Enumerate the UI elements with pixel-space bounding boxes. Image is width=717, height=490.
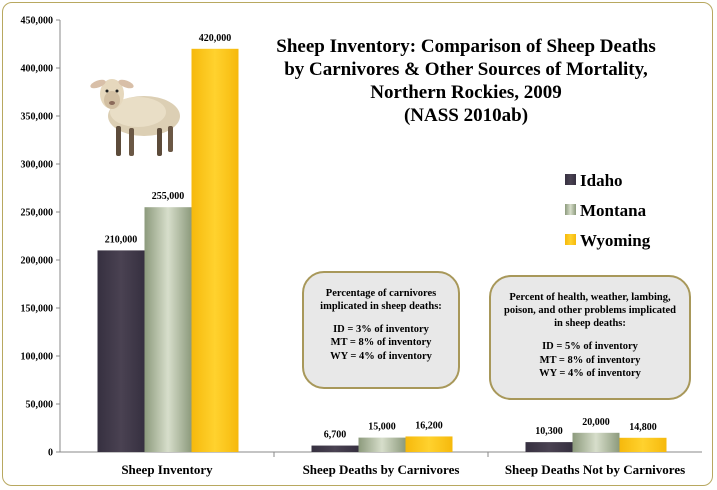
- bar-idaho: [525, 442, 573, 452]
- bar-montana: [144, 207, 192, 452]
- other-causes-note-line-wy: WY = 4% of inventory: [539, 367, 641, 379]
- x-tick-label: Sheep Deaths Not by Carnivores: [505, 462, 685, 477]
- legend-item-montana: Montana: [565, 201, 647, 220]
- y-tick-label: 100,000: [21, 352, 54, 363]
- data-label: 6,700: [324, 430, 347, 441]
- legend-swatch-montana: [565, 204, 576, 215]
- carnivores-note-box: Percentage of carnivores implicated in s…: [302, 271, 460, 389]
- bar-idaho: [311, 445, 359, 452]
- carnivores-note-title: Percentage of carnivores implicated in s…: [320, 288, 442, 313]
- data-label: 10,300: [535, 426, 563, 437]
- bar-montana: [572, 432, 620, 452]
- x-tick-label: Sheep Deaths by Carnivores: [303, 462, 460, 477]
- chart-title-line-4: (NASS 2010ab): [404, 105, 528, 126]
- x-tick-label: Sheep Inventory: [121, 462, 213, 477]
- y-tick-label: 150,000: [21, 304, 54, 315]
- data-label: 15,000: [368, 422, 396, 433]
- other-causes-note-line-id: ID = 5% of inventory: [542, 341, 638, 353]
- y-tick-label: 300,000: [21, 160, 54, 171]
- bars: [97, 48, 667, 453]
- legend: Idaho Montana Wyoming: [565, 171, 651, 250]
- y-ticks: 0 50,000 100,000 150,000 200,000 250,000 300,0…: [21, 16, 60, 459]
- data-label: 255,000: [152, 191, 185, 202]
- legend-swatch-idaho: [565, 174, 576, 185]
- legend-label-idaho: Idaho: [580, 171, 623, 190]
- chart-title-line-2: by Carnivores & Other Sources of Mortali…: [284, 59, 648, 80]
- bar-wyoming: [619, 437, 667, 452]
- other-causes-note-title: Percent of health, weather, lambing, poi…: [503, 292, 676, 330]
- data-label: 20,000: [582, 417, 610, 428]
- legend-item-idaho: Idaho: [565, 171, 623, 190]
- bar-wyoming: [191, 48, 239, 453]
- bar-idaho: [97, 250, 145, 452]
- bar-labels: 210,000 255,000 420,000 6,700 15,000 16,200 10…: [105, 33, 657, 441]
- data-label: 420,000: [199, 33, 232, 44]
- other-causes-note-line-mt: MT = 8% of inventory: [539, 354, 641, 366]
- legend-item-wyoming: Wyoming: [565, 231, 651, 250]
- legend-label-wyoming: Wyoming: [580, 231, 651, 250]
- y-tick-label: 50,000: [26, 400, 54, 411]
- y-tick-label: 450,000: [21, 16, 54, 27]
- chart-title-line-1: Sheep Inventory: Comparison of Sheep Dea…: [276, 36, 656, 57]
- y-tick-label: 200,000: [21, 256, 54, 267]
- chart-title-line-3: Northern Rockies, 2009: [370, 82, 562, 103]
- sheep-icon: [90, 79, 180, 156]
- bar-montana: [358, 437, 406, 452]
- y-tick-label: 0: [48, 448, 53, 459]
- other-causes-note-box: Percent of health, weather, lambing, poi…: [489, 275, 691, 400]
- carnivores-note-line-wy: WY = 4% of inventory: [330, 350, 432, 362]
- data-label: 210,000: [105, 234, 138, 245]
- data-label: 14,800: [629, 422, 657, 433]
- bar-wyoming: [405, 436, 453, 452]
- carnivores-note-line-id: ID = 3% of inventory: [333, 324, 429, 336]
- legend-swatch-wyoming: [565, 234, 576, 245]
- data-label: 16,200: [415, 420, 443, 431]
- y-tick-label: 350,000: [21, 112, 54, 123]
- y-tick-label: 400,000: [21, 64, 54, 75]
- x-ticks: Sheep Inventory Sheep Deaths by Carnivore…: [121, 452, 685, 477]
- y-tick-label: 250,000: [21, 208, 54, 219]
- carnivores-note-line-mt: MT = 8% of inventory: [330, 337, 432, 349]
- legend-label-montana: Montana: [580, 201, 647, 220]
